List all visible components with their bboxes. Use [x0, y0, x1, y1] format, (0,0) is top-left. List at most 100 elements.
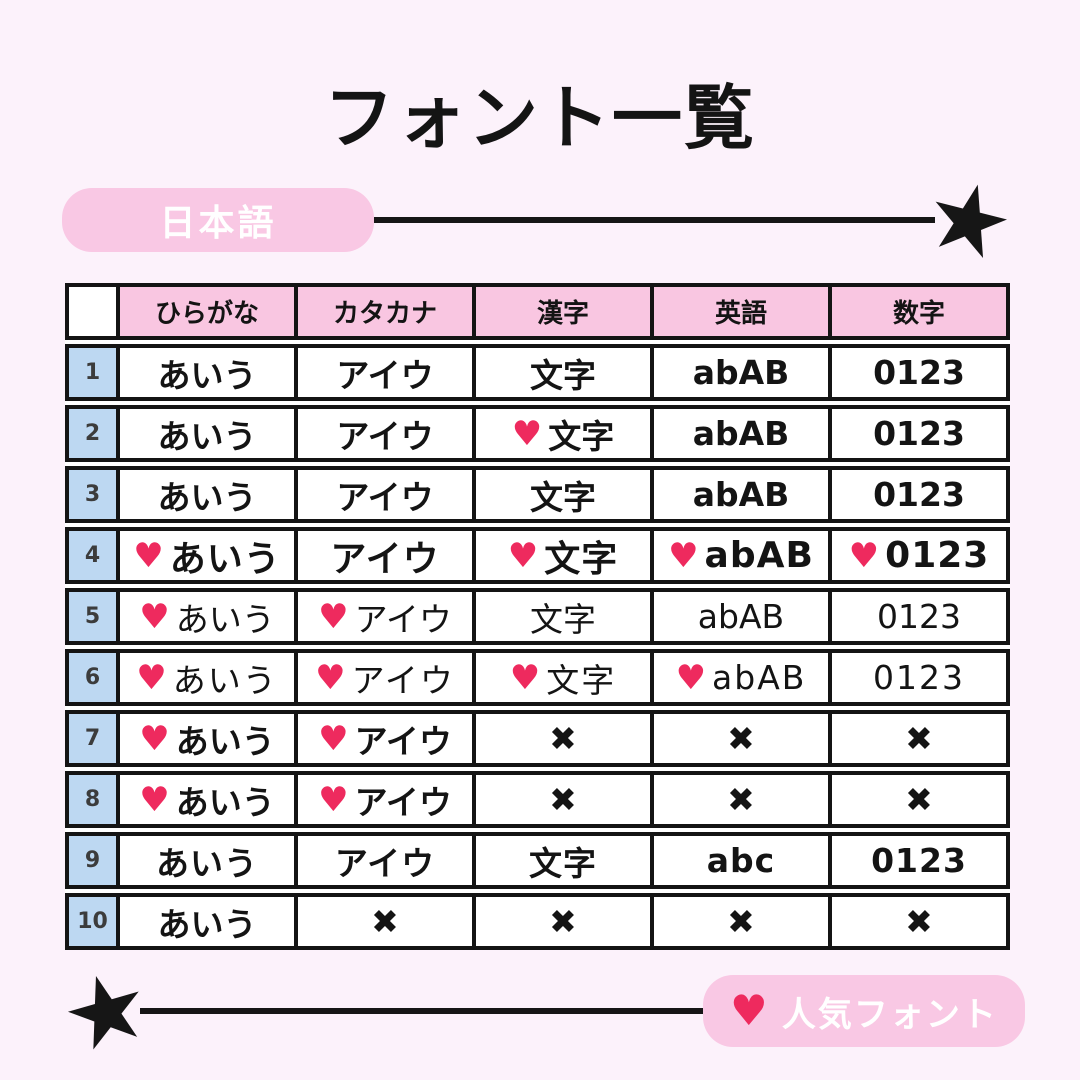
font-sample: abc [706, 841, 776, 880]
font-sample-cell: あいう [120, 893, 298, 950]
font-sample-cell: アイウ [298, 344, 476, 401]
font-sample: abAB [704, 535, 814, 576]
row-number: 7 [65, 710, 120, 767]
font-sample-cell: ✖ [654, 771, 832, 828]
font-sample-cell: ♥ あいう [120, 527, 298, 584]
cross-mark: ✖ [727, 902, 755, 941]
row-number: 4 [65, 527, 120, 584]
font-sample: 文字 [544, 538, 619, 580]
font-sample: あいう [175, 599, 275, 639]
font-sample-cell: abAB [654, 405, 832, 462]
font-sample: あいう [175, 721, 275, 761]
page-title: フォント一覧 [324, 77, 756, 159]
font-sample-cell: あいう [120, 344, 298, 401]
heart-icon: ♥ [675, 657, 707, 698]
font-sample-cell: abc [654, 832, 832, 889]
heart-icon: ♥ [136, 657, 167, 698]
heart-icon: ♥ [730, 986, 770, 1035]
heart-icon: ♥ [668, 535, 699, 576]
font-sample: 0123 [885, 535, 990, 576]
star-icon: ★ [49, 945, 163, 1077]
column-header: 漢字 [476, 283, 654, 340]
font-sample: あいう [157, 416, 257, 456]
font-sample: 0123 [873, 475, 965, 514]
font-sample-cell: ♥ あいう [120, 771, 298, 828]
font-sample-cell: ♥ 文字 [476, 527, 654, 584]
cross-mark: ✖ [727, 780, 755, 819]
font-sample: 文字 [529, 843, 597, 883]
font-sample: アイウ [354, 721, 452, 761]
font-sample-cell: ♥ 0123 [832, 527, 1010, 584]
popular-font-badge: ♥ 人気フォント [703, 975, 1025, 1047]
font-sample-cell: 0123 [832, 588, 1010, 645]
cross-mark: ✖ [549, 902, 577, 941]
font-sample: あいう [157, 477, 257, 517]
cross-mark: ✖ [371, 902, 399, 941]
heart-icon: ♥ [848, 535, 880, 576]
font-sample: あいう [169, 538, 281, 580]
font-sample-cell: 0123 [832, 832, 1010, 889]
font-sample-cell: 文字 [476, 344, 654, 401]
heart-icon: ♥ [315, 657, 346, 698]
japanese-badge-label: 日本語 [159, 203, 277, 244]
banner-rule [374, 217, 935, 223]
font-sample-cell: ♥ アイウ [298, 649, 476, 706]
table-row: 5 ♥ あいう ♥ アイウ 文字 abAB 0123 [65, 588, 1010, 645]
font-sample-cell: ✖ [298, 893, 476, 950]
font-sample-cell: ✖ [476, 710, 654, 767]
font-sample: abAB [697, 597, 785, 636]
japanese-badge: 日本語 [62, 188, 374, 252]
font-sample-cell: 0123 [832, 649, 1010, 706]
table-header-row: ひらがな カタカナ 漢字 英語 数字 [65, 283, 1010, 340]
table-row: 7 ♥ あいう ♥ アイウ ✖ ✖ ✖ [65, 710, 1010, 767]
font-sample-cell: ✖ [832, 893, 1010, 950]
heart-icon: ♥ [133, 535, 164, 576]
table-row: 8 ♥ あいう ♥ アイウ ✖ ✖ ✖ [65, 771, 1010, 828]
table-row: 3 あいう アイウ 文字 abAB 0123 [65, 466, 1010, 523]
font-sample: アイウ [336, 477, 434, 517]
font-sample: 文字 [530, 599, 596, 639]
font-sample-cell: ✖ [476, 893, 654, 950]
star-icon: ★ [913, 155, 1025, 285]
font-sample: 0123 [873, 353, 965, 392]
row-number: 1 [65, 344, 120, 401]
font-sample-cell: アイウ [298, 832, 476, 889]
font-sample: 0123 [877, 597, 961, 636]
row-number: 5 [65, 588, 120, 645]
column-header: カタカナ [298, 283, 476, 340]
heart-icon: ♥ [139, 718, 170, 759]
row-number: 8 [65, 771, 120, 828]
table-row: 1 あいう アイウ 文字 abAB 0123 [65, 344, 1010, 401]
font-sample-cell: ♥ abAB [654, 649, 832, 706]
font-sample-cell: ♥ 文字 [476, 405, 654, 462]
font-sample: abAB [712, 658, 807, 697]
font-sample-cell: ✖ [832, 710, 1010, 767]
font-sample: abAB [692, 353, 790, 392]
font-sample: 0123 [871, 841, 967, 880]
row-number: 2 [65, 405, 120, 462]
font-sample: 文字 [530, 355, 596, 395]
cross-mark: ✖ [905, 719, 933, 758]
heart-icon: ♥ [318, 596, 349, 637]
popular-font-banner: ★ ♥ 人気フォント [49, 945, 1025, 1077]
font-sample: アイウ [354, 599, 452, 639]
font-sample: アイウ [351, 660, 455, 700]
japanese-section-banner: 日本語 ★ [62, 155, 1024, 285]
font-sample: あいう [175, 782, 275, 822]
table-row: 4 ♥ あいう アイウ ♥ 文字 ♥ abAB ♥ 0123 [65, 527, 1010, 584]
table-row: 2 あいう アイウ ♥ 文字 abAB 0123 [65, 405, 1010, 462]
font-sample: あいう [156, 843, 258, 883]
font-sample-cell: あいう [120, 405, 298, 462]
heart-icon: ♥ [511, 413, 543, 454]
font-table: ひらがな カタカナ 漢字 英語 数字 1 あいう アイウ 文字 abAB 0123 2 あいう アイウ ♥ 文… [65, 283, 1010, 950]
font-sample-cell: 0123 [832, 405, 1010, 462]
cross-mark: ✖ [905, 902, 933, 941]
font-sample: アイウ [336, 416, 434, 456]
heart-icon: ♥ [509, 657, 541, 698]
font-sample: あいう [157, 355, 257, 395]
cross-mark: ✖ [549, 719, 577, 758]
font-sample: あいう [157, 904, 257, 944]
corner-cell [65, 283, 120, 340]
font-sample: アイウ [330, 538, 440, 580]
font-sample-cell: あいう [120, 832, 298, 889]
